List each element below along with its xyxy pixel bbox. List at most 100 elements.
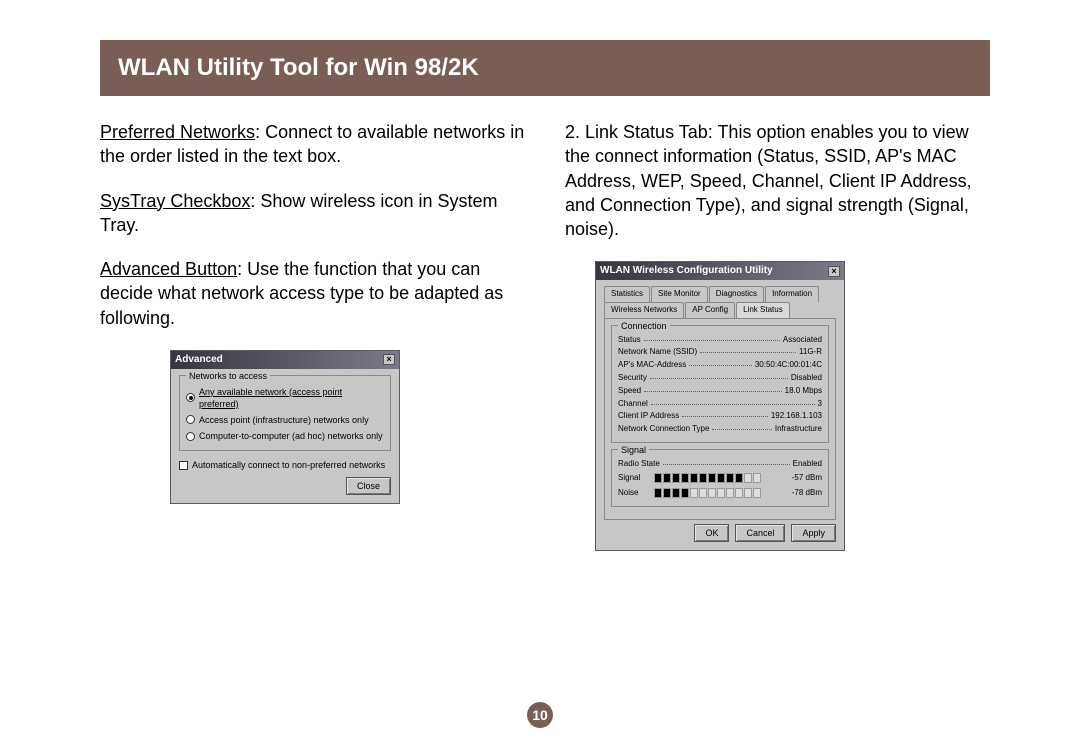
info-key: Channel <box>618 399 648 410</box>
bar-segment <box>699 488 707 498</box>
info-key: Security <box>618 373 647 384</box>
bar-segment <box>708 473 716 483</box>
bar-segment <box>726 473 734 483</box>
advanced-title-text: Advanced <box>175 353 223 367</box>
radio-icon <box>186 415 195 424</box>
radio-ap[interactable]: Access point (infrastructure) networks o… <box>186 412 384 428</box>
connection-group: Connection StatusAssociatedNetwork Name … <box>611 325 829 443</box>
para-advanced: Advanced Button: Use the function that y… <box>100 257 525 330</box>
ok-button[interactable]: OK <box>694 524 729 542</box>
tab-information[interactable]: Information <box>765 286 819 302</box>
info-key: Status <box>618 335 641 346</box>
wlan-dialog: WLAN Wireless Configuration Utility × St… <box>595 261 845 551</box>
wlan-titlebar: WLAN Wireless Configuration Utility × <box>596 262 844 280</box>
info-key: Speed <box>618 386 641 397</box>
info-val: 3 <box>818 399 822 410</box>
dots <box>682 411 768 417</box>
label-systray: SysTray Checkbox <box>100 191 250 211</box>
advanced-titlebar: Advanced × <box>171 351 399 369</box>
close-button[interactable]: Close <box>346 477 391 495</box>
bar-segment <box>654 473 662 483</box>
tabs-row-1: Statistics Site Monitor Diagnostics Info… <box>604 286 836 302</box>
tab-diagnostics[interactable]: Diagnostics <box>709 286 764 302</box>
radio-any[interactable]: Any available network (access point pref… <box>186 384 384 412</box>
advanced-dialog: Advanced × Networks to access Any availa… <box>170 350 400 504</box>
cancel-button[interactable]: Cancel <box>735 524 785 542</box>
info-row: Speed 18.0 Mbps <box>618 385 822 398</box>
info-row: Network Connection Type Infrastructure <box>618 423 822 436</box>
info-key: AP's MAC-Address <box>618 360 686 371</box>
info-row: AP's MAC-Address 30:50:4C:00:01:4C <box>618 359 822 372</box>
radio-adhoc-label: Computer-to-computer (ad hoc) networks o… <box>199 430 383 442</box>
radio-icon <box>186 432 195 441</box>
signal-key: Signal <box>618 473 648 484</box>
bar-segment <box>726 488 734 498</box>
close-icon[interactable]: × <box>828 266 840 277</box>
tab-link-status[interactable]: Link Status <box>736 302 790 318</box>
dots <box>644 335 780 341</box>
close-icon[interactable]: × <box>383 354 395 365</box>
radio-state-val: Enabled <box>793 459 822 470</box>
auto-connect-checkbox[interactable]: Automatically connect to non-preferred n… <box>179 457 391 473</box>
bar-segment <box>654 488 662 498</box>
tab-wireless-networks[interactable]: Wireless Networks <box>604 302 684 318</box>
noise-bars <box>654 488 786 498</box>
bar-segment <box>672 488 680 498</box>
bar-segment <box>708 488 716 498</box>
label-preferred: Preferred Networks <box>100 122 255 142</box>
tab-ap-config[interactable]: AP Config <box>685 302 735 318</box>
bar-segment <box>672 473 680 483</box>
bar-segment <box>681 488 689 498</box>
tab-statistics[interactable]: Statistics <box>604 286 650 302</box>
label-advanced: Advanced Button <box>100 259 237 279</box>
right-column: 2. Link Status Tab: This option enables … <box>565 120 990 551</box>
bar-segment <box>717 473 725 483</box>
dots <box>700 347 796 353</box>
bar-segment <box>690 488 698 498</box>
tabs-row-2: Wireless Networks AP Config Link Status <box>604 302 836 318</box>
dots <box>651 399 815 405</box>
info-val: 30:50:4C:00:01:4C <box>755 360 822 371</box>
dots <box>650 373 788 379</box>
auto-connect-label: Automatically connect to non-preferred n… <box>192 459 385 471</box>
info-val: 18.0 Mbps <box>785 386 822 397</box>
info-val: 11G-R <box>799 347 822 358</box>
noise-key: Noise <box>618 488 648 499</box>
info-val: Infrastructure <box>775 424 822 435</box>
radio-adhoc[interactable]: Computer-to-computer (ad hoc) networks o… <box>186 428 384 444</box>
page-number-badge: 10 <box>527 702 553 728</box>
info-row: Channel 3 <box>618 398 822 411</box>
bar-segment <box>699 473 707 483</box>
info-key: Network Connection Type <box>618 424 709 435</box>
networks-groupbox: Networks to access Any available network… <box>179 375 391 452</box>
signal-val: -57 dBm <box>792 473 822 484</box>
connection-legend: Connection <box>618 320 670 332</box>
para-systray: SysTray Checkbox: Show wireless icon in … <box>100 189 525 238</box>
left-column: Preferred Networks: Connect to available… <box>100 120 525 551</box>
link-status-panel: Connection StatusAssociatedNetwork Name … <box>604 318 836 521</box>
bar-segment <box>681 473 689 483</box>
bar-segment <box>690 473 698 483</box>
info-key: Network Name (SSID) <box>618 347 697 358</box>
radio-state-key: Radio State <box>618 459 660 470</box>
radio-any-label: Any available network (access point pref… <box>199 386 384 410</box>
bar-segment <box>744 488 752 498</box>
apply-button[interactable]: Apply <box>791 524 836 542</box>
signal-row: Signal -57 dBm <box>618 471 822 486</box>
info-row: Security Disabled <box>618 372 822 385</box>
bar-segment <box>663 473 671 483</box>
signal-legend: Signal <box>618 444 649 456</box>
bar-segment <box>663 488 671 498</box>
info-val: Disabled <box>791 373 822 384</box>
info-row: Client IP Address192.168.1.103 <box>618 410 822 423</box>
noise-row: Noise -78 dBm <box>618 486 822 501</box>
dots <box>712 424 771 430</box>
radio-state-row: Radio State Enabled <box>618 458 822 471</box>
info-row: StatusAssociated <box>618 334 822 347</box>
info-key: Client IP Address <box>618 411 679 422</box>
radio-ap-label: Access point (infrastructure) networks o… <box>199 414 369 426</box>
para-linkstatus: 2. Link Status Tab: This option enables … <box>565 120 990 241</box>
bar-segment <box>753 488 761 498</box>
tab-site-monitor[interactable]: Site Monitor <box>651 286 708 302</box>
bar-segment <box>735 473 743 483</box>
